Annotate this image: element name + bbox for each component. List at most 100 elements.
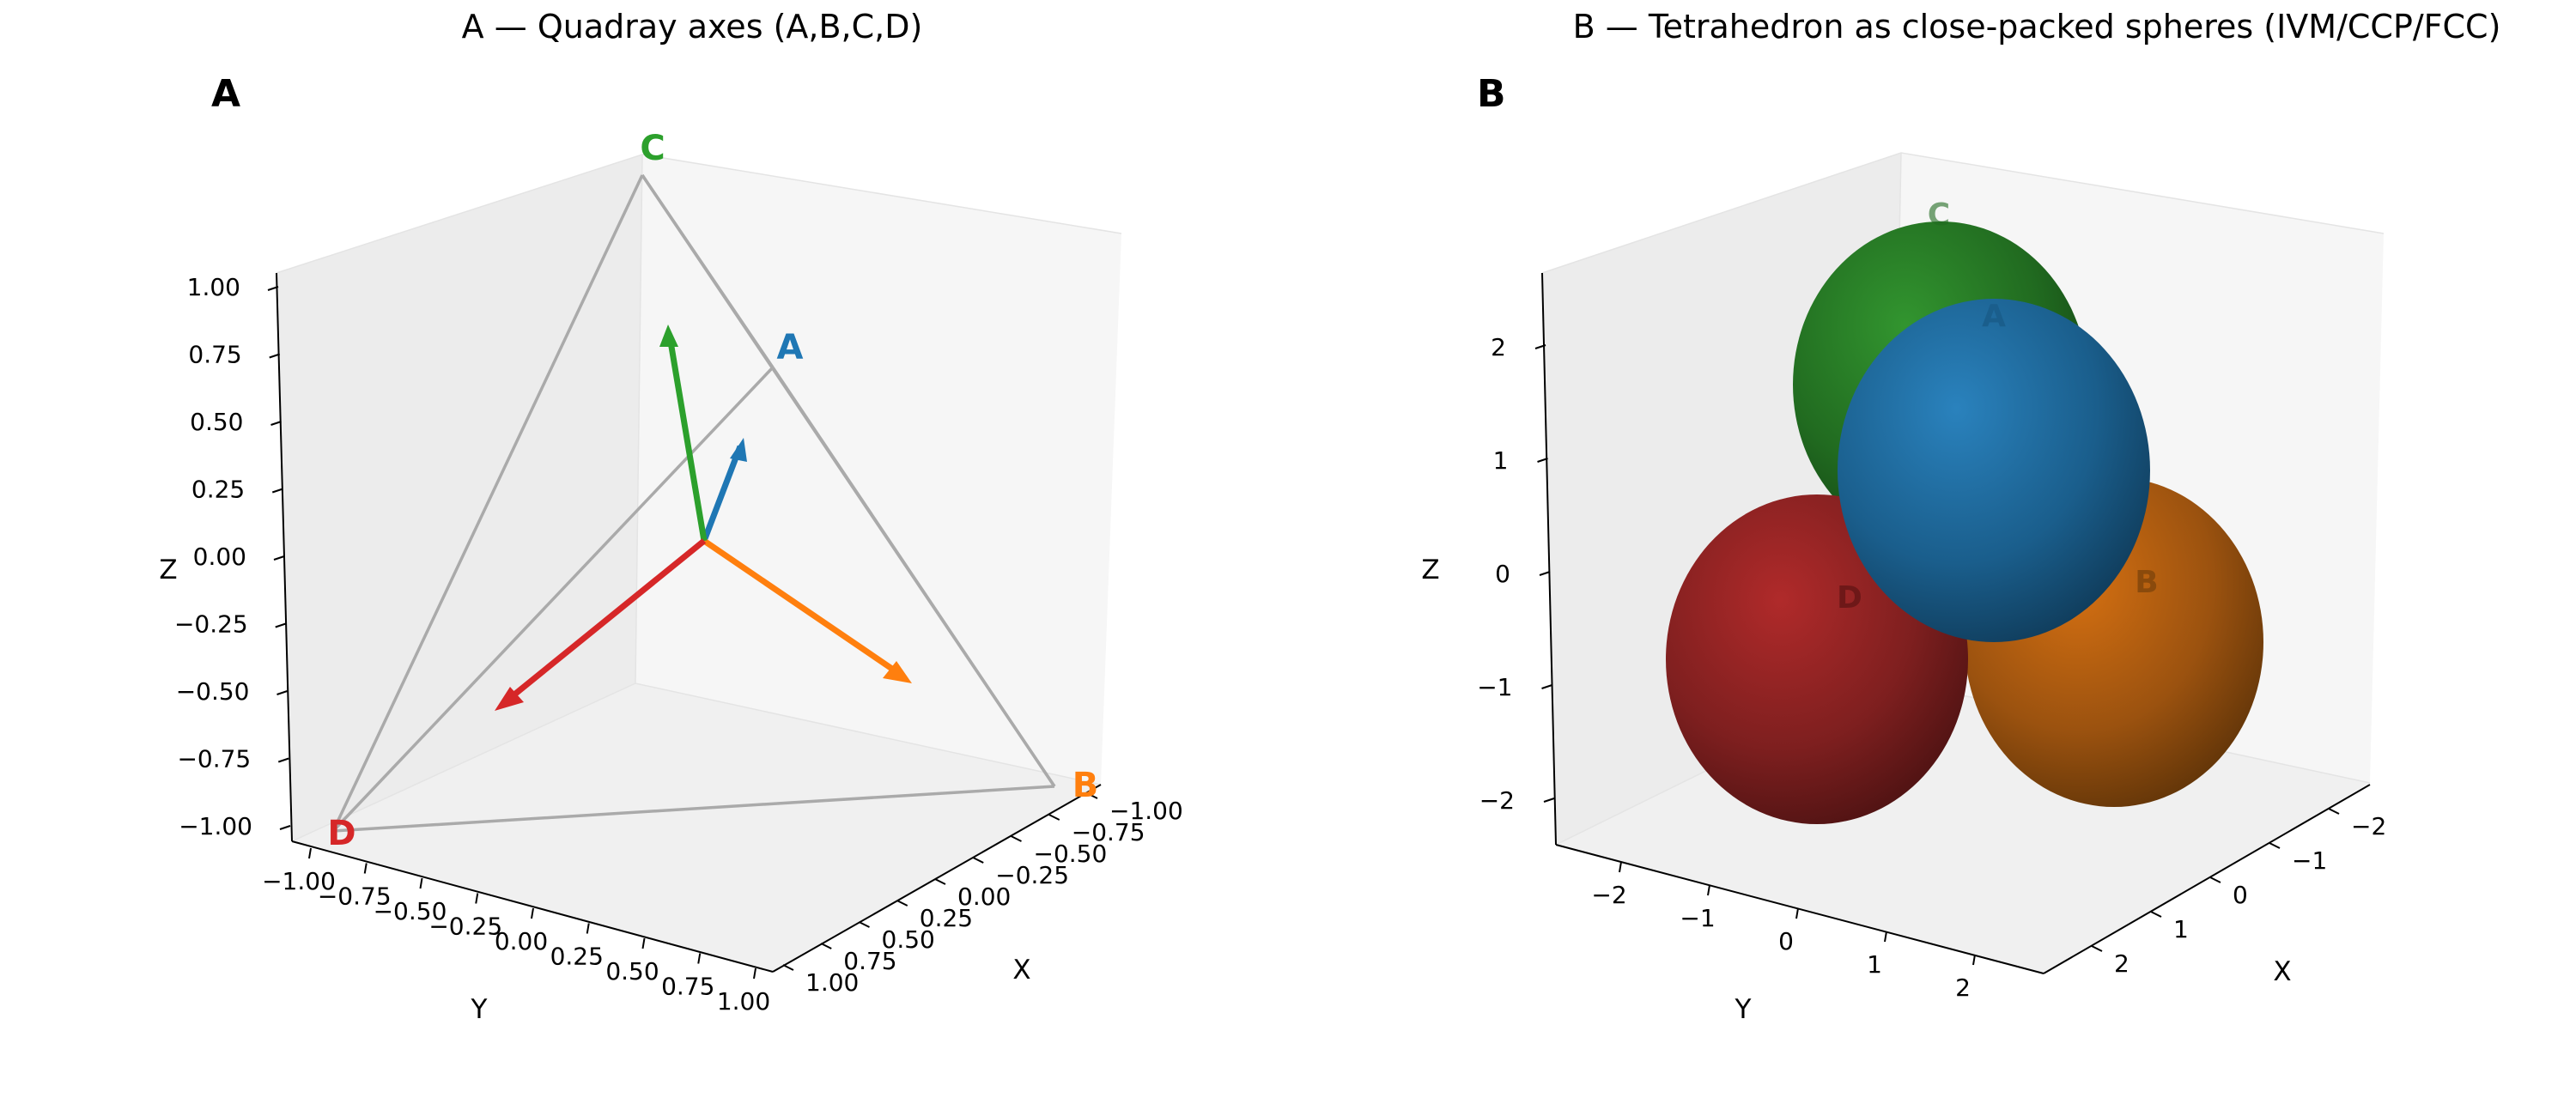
panel-b-x-axis-tick-label: 0 — [2233, 881, 2248, 909]
panel-b-x-axis — [2043, 784, 2371, 974]
tetra-edge-cd — [331, 174, 644, 832]
panel-a-y-axis-tick-label: 0.75 — [661, 973, 714, 1001]
panel-a-x-axis-tick — [934, 878, 946, 885]
panel-b-ticks: −2 −1 0 1 2 −2 −1 0 1 2 −2 −1 0 1 2 — [1477, 333, 2386, 1002]
panel-a-x-axis-tick-label: −1.00 — [1109, 797, 1183, 825]
panel-a-z-axis-tick-label: −0.25 — [174, 610, 248, 639]
panel-a-y-axis-tick-label: −1.00 — [262, 867, 336, 895]
panel-a-y-axis-tick — [531, 907, 534, 919]
panel-b-z-axis-tick — [1541, 684, 1552, 689]
panel-a-z-axis-tick-label: −1.00 — [179, 812, 252, 840]
panel-a: A — Quadray axes (A,B,C,D) A −1.00−0.75−… — [159, 8, 1182, 1025]
panel-a-x-axis-tick — [820, 943, 832, 949]
vector-b-head — [883, 661, 912, 683]
panel-a-y-axis-tick-label: 0.25 — [550, 943, 604, 971]
vector-a — [701, 445, 744, 543]
panel-a-z-label: Z — [159, 555, 177, 585]
panel-b-z-axis-tick-label: 0 — [1495, 560, 1510, 588]
panel-a-y-axis-tick — [419, 877, 423, 889]
panel-a-y-axis-tick — [586, 923, 590, 934]
sphere-a-label: A — [1982, 299, 2006, 334]
sphere-b-label: B — [2135, 565, 2158, 600]
panel-b-y-label: Y — [1735, 994, 1752, 1025]
panel-a-x-axis-tick — [896, 900, 908, 907]
vector-c-head — [659, 324, 678, 347]
panel-a-x-axis-tick — [1011, 835, 1022, 842]
panel-a-y-axis-tick-label: −0.25 — [428, 913, 502, 941]
panel-b-z-axis-tick — [1539, 571, 1551, 576]
panel-a-z-axis-tick — [276, 690, 288, 695]
panel-a-z-axis-tick — [279, 825, 291, 830]
panel-b-z-axis-tick-label: 2 — [1491, 333, 1506, 361]
panel-a-y-axis-tick-label: −0.50 — [374, 897, 447, 925]
panel-a-letter: A — [211, 72, 240, 116]
panel-b-y-axis-tick-label: 0 — [1778, 927, 1794, 955]
panel-a-x-axis-tick-label: 0.50 — [882, 925, 935, 954]
panel-b-y-axis-tick-label: −1 — [1680, 904, 1715, 932]
panel-a-y-axis-tick — [363, 863, 368, 874]
panel-a-y-axis — [291, 840, 774, 973]
panel-b-x-axis-tick — [2269, 842, 2281, 849]
vertex-label-a: A — [777, 328, 804, 367]
panel-a-z-axis-tick — [267, 286, 279, 291]
panel-a-z-axis-tick-label: 1.00 — [187, 273, 240, 301]
panel-b-y-axis-tick-label: 1 — [1867, 950, 1882, 979]
vertex-label-d: D — [327, 814, 355, 853]
panel-b-x-axis-tick-label: −1 — [2292, 846, 2327, 875]
panel-b-x-axis-tick-label: 1 — [2173, 915, 2189, 943]
panel-b-y-axis-tick — [1972, 954, 1976, 966]
panel-b-y-axis — [1555, 844, 2044, 974]
vertex-label-b: B — [1072, 766, 1099, 805]
panel-a-pane-left — [276, 155, 642, 841]
panel-a-z-axis-tick-label: 0.00 — [193, 543, 246, 571]
panel-b-x-axis-tick — [2209, 876, 2221, 883]
panel-b-z-axis-tick — [1534, 344, 1546, 349]
tetra-edge-ac — [641, 174, 775, 368]
vector-d-head — [495, 687, 524, 711]
panel-b-x-axis-tick — [2091, 945, 2103, 952]
vector-d — [502, 538, 707, 705]
tetra-edge-ad — [331, 366, 775, 833]
panel-a-x-axis-tick-label: 1.00 — [805, 968, 859, 997]
panel-b-x-axis-tick-label: −2 — [2351, 812, 2386, 840]
panel-a-x-axis-tick — [859, 921, 870, 928]
panel-b-z-axis-tick — [1543, 798, 1555, 803]
panel-a-x-axis-tick — [1048, 814, 1060, 821]
vector-b — [702, 538, 905, 679]
panel-a-x-axis-tick — [972, 857, 984, 864]
panel-a-y-axis-tick — [641, 937, 646, 949]
panel-a-z-axis-tick-label: −0.50 — [176, 677, 250, 706]
panel-a-z-axis-tick — [277, 757, 289, 763]
panel-a-z-axis-tick-label: 0.50 — [190, 408, 243, 436]
tetra-edge-ab — [771, 367, 1056, 787]
sphere-a — [1838, 299, 2150, 642]
panel-b-z-label: Z — [1421, 555, 1439, 585]
panel-b-x-axis-tick-label: 2 — [2114, 949, 2129, 978]
panel-b-z-axis-tick — [1537, 458, 1548, 463]
panel-a-y-axis-tick-label: 0.00 — [495, 927, 548, 955]
panel-a-z-axis-tick — [269, 353, 281, 359]
panel-a-y-axis-tick — [753, 967, 756, 980]
panel-a-y-axis-tick-label: −0.75 — [318, 882, 392, 911]
panel-b-x-axis-tick — [2328, 808, 2340, 815]
panel-b-z-axis-tick-label: 1 — [1493, 446, 1509, 475]
panel-a-x-axis-tick-label: 0.75 — [843, 947, 896, 975]
panel-b-y-axis-tick-label: 2 — [1955, 973, 1971, 1002]
panel-a-y-axis-tick-label: 1.00 — [717, 987, 770, 1016]
vector-a-head — [730, 438, 747, 462]
panel-b-z-axis-tick-label: −2 — [1479, 786, 1515, 815]
panel-a-y-axis-tick — [308, 847, 312, 859]
panel-a-ticks: −1.00−0.75−0.50−0.250.000.250.500.751.00… — [174, 273, 1183, 1016]
vector-c — [666, 336, 708, 542]
panel-b-y-axis-tick — [1795, 907, 1799, 919]
panel-a-x-axis — [772, 784, 1102, 973]
panel-a-y-label: Y — [471, 994, 488, 1025]
panel-b-y-axis-tick — [1884, 931, 1887, 943]
panel-b-title: B — Tetrahedron as close-packed spheres … — [1573, 8, 2501, 45]
panel-a-z-axis-tick-label: 0.75 — [188, 341, 241, 369]
panel-a-vectors — [495, 324, 912, 711]
panel-b-y-axis-tick — [1619, 861, 1622, 873]
panel-a-title: A — Quadray axes (A,B,C,D) — [462, 8, 923, 45]
